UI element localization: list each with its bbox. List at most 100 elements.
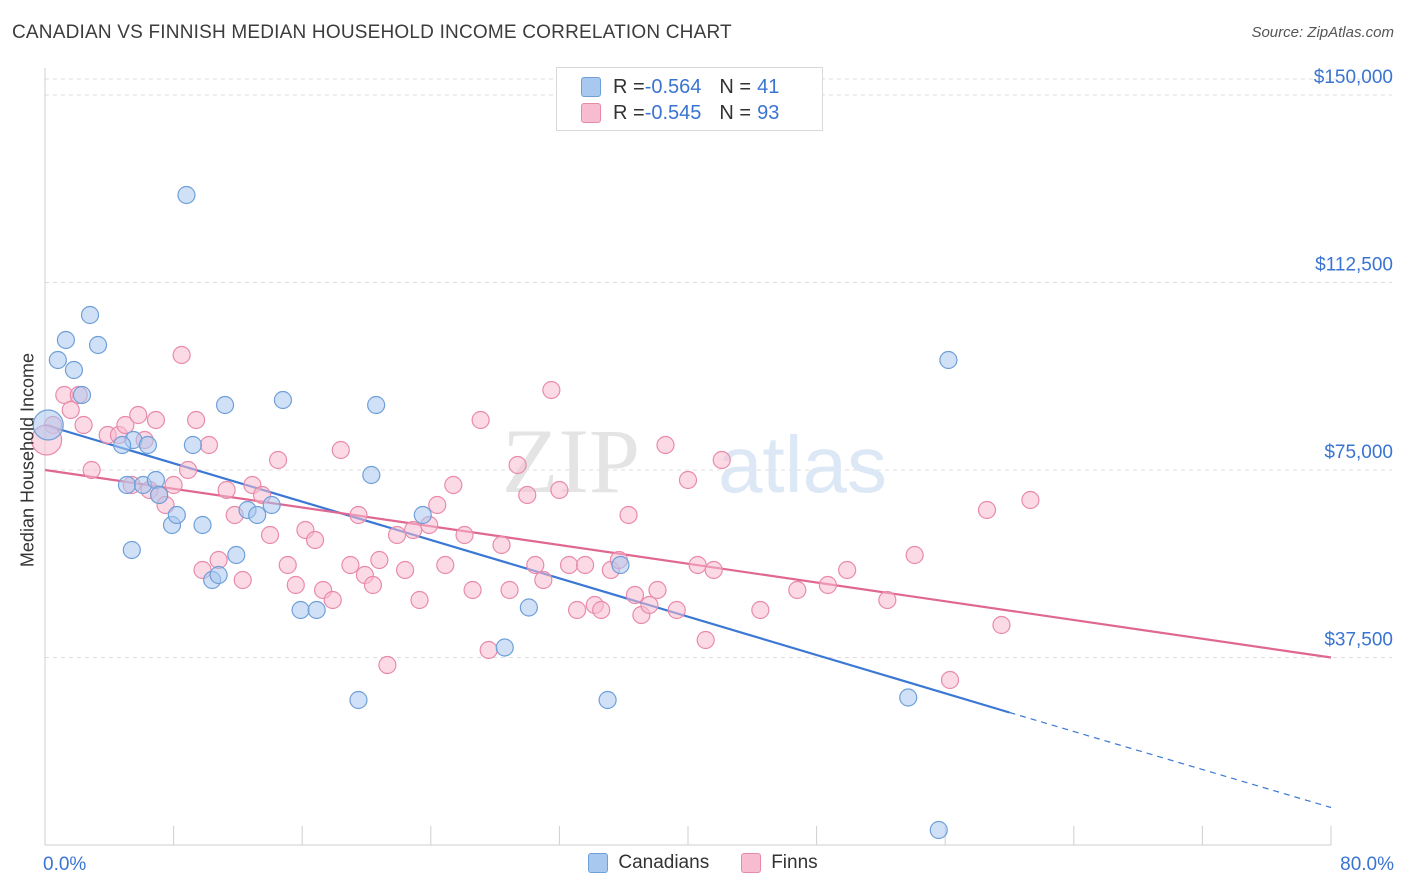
legend-item-finns[interactable]: Finns	[741, 852, 818, 874]
point-finns	[444, 475, 463, 495]
legend-swatch-canadians	[588, 853, 609, 873]
x-tick-label: 80.0%	[1340, 854, 1394, 875]
point-canadians	[227, 545, 246, 565]
point-finns	[341, 555, 360, 575]
legend-item-canadians[interactable]: Canadians	[588, 852, 709, 874]
point-finns	[61, 400, 80, 420]
point-finns	[370, 550, 389, 570]
point-canadians	[183, 435, 202, 455]
n-value: 93	[757, 101, 780, 124]
point-canadians	[209, 565, 228, 585]
point-canadians	[113, 435, 132, 455]
point-canadians	[598, 690, 617, 710]
point-finns	[1021, 490, 1040, 510]
point-finns	[410, 590, 429, 610]
point-finns	[648, 580, 667, 600]
trend-line-extension	[1009, 711, 1332, 809]
point-finns	[696, 630, 715, 650]
point-finns	[479, 640, 498, 660]
point-finns	[178, 460, 198, 480]
legend-swatch-finns	[741, 853, 762, 873]
y-axis-label: Median Household Income	[17, 352, 38, 568]
legend-label-canadians: Canadians	[618, 852, 710, 873]
n-label: N =	[719, 101, 752, 124]
point-canadians	[88, 335, 108, 355]
point-finns	[492, 535, 511, 555]
correlation-legend: R = -0.564 N = 41 R = -0.545 N = 93	[556, 67, 823, 131]
point-finns	[455, 525, 474, 545]
point-finns	[788, 580, 807, 600]
point-finns	[164, 475, 183, 495]
point-finns	[878, 590, 897, 610]
point-finns	[992, 615, 1011, 635]
point-canadians	[519, 598, 538, 617]
r-label: R =	[613, 101, 645, 124]
point-finns	[550, 480, 569, 500]
point-finns	[678, 470, 698, 490]
point-finns	[518, 485, 537, 505]
point-finns	[378, 655, 397, 675]
legend-swatch-canadians	[581, 77, 601, 97]
point-finns	[260, 525, 280, 545]
point-finns	[286, 575, 305, 595]
r-value: -0.564	[644, 75, 702, 98]
point-finns	[463, 580, 482, 600]
point-finns	[428, 495, 447, 515]
point-canadians	[367, 395, 386, 415]
source-credit: Source: ZipAtlas.com	[1251, 24, 1394, 41]
point-finns	[576, 555, 595, 575]
point-finns	[526, 555, 545, 575]
point-finns	[116, 415, 135, 435]
point-canadians	[56, 330, 75, 350]
series-legend: Canadians Finns	[0, 852, 1406, 874]
point-finns	[217, 480, 236, 500]
point-finns	[625, 585, 645, 605]
point-finns	[436, 555, 455, 575]
point-finns	[146, 410, 166, 430]
point-canadians	[117, 475, 137, 495]
point-canadians	[291, 600, 310, 620]
point-canadians	[929, 820, 948, 840]
point-finns	[751, 600, 770, 620]
point-finns	[187, 410, 206, 430]
r-label: R =	[613, 75, 645, 98]
y-tick-label: $75,000	[1324, 442, 1393, 463]
point-finns	[508, 455, 527, 475]
legend-row-finns: R = -0.545 N = 93	[581, 102, 779, 124]
point-canadians	[362, 465, 381, 485]
point-finns	[534, 570, 553, 590]
point-finns	[323, 590, 342, 610]
point-canadians	[64, 360, 84, 380]
y-tick-label: $150,000	[1314, 67, 1393, 88]
n-label: N =	[719, 75, 752, 98]
point-finns	[471, 410, 490, 430]
point-finns	[905, 545, 924, 565]
r-value: -0.545	[644, 101, 702, 124]
point-canadians	[72, 385, 92, 405]
point-finns	[940, 670, 960, 690]
point-finns	[278, 555, 297, 575]
axes	[44, 68, 1332, 846]
point-finns	[331, 440, 350, 460]
point-finns	[667, 600, 686, 620]
point-finns	[592, 600, 611, 620]
point-finns	[704, 560, 723, 580]
point-finns	[395, 560, 415, 580]
point-finns	[712, 450, 731, 470]
point-canadians	[349, 690, 368, 710]
legend-swatch-finns	[581, 103, 601, 123]
point-finns	[172, 345, 191, 365]
x-tick-label: 0.0%	[43, 854, 86, 875]
point-finns	[656, 435, 675, 455]
point-finns	[199, 435, 219, 455]
point-finns	[619, 505, 638, 525]
point-canadians	[150, 485, 169, 505]
point-canadians	[495, 638, 514, 657]
point-canadians	[413, 505, 432, 525]
point-canadians	[138, 435, 157, 455]
point-canadians	[177, 185, 196, 205]
point-finns	[233, 570, 252, 590]
point-canadians	[193, 515, 212, 535]
point-canadians	[32, 409, 64, 441]
